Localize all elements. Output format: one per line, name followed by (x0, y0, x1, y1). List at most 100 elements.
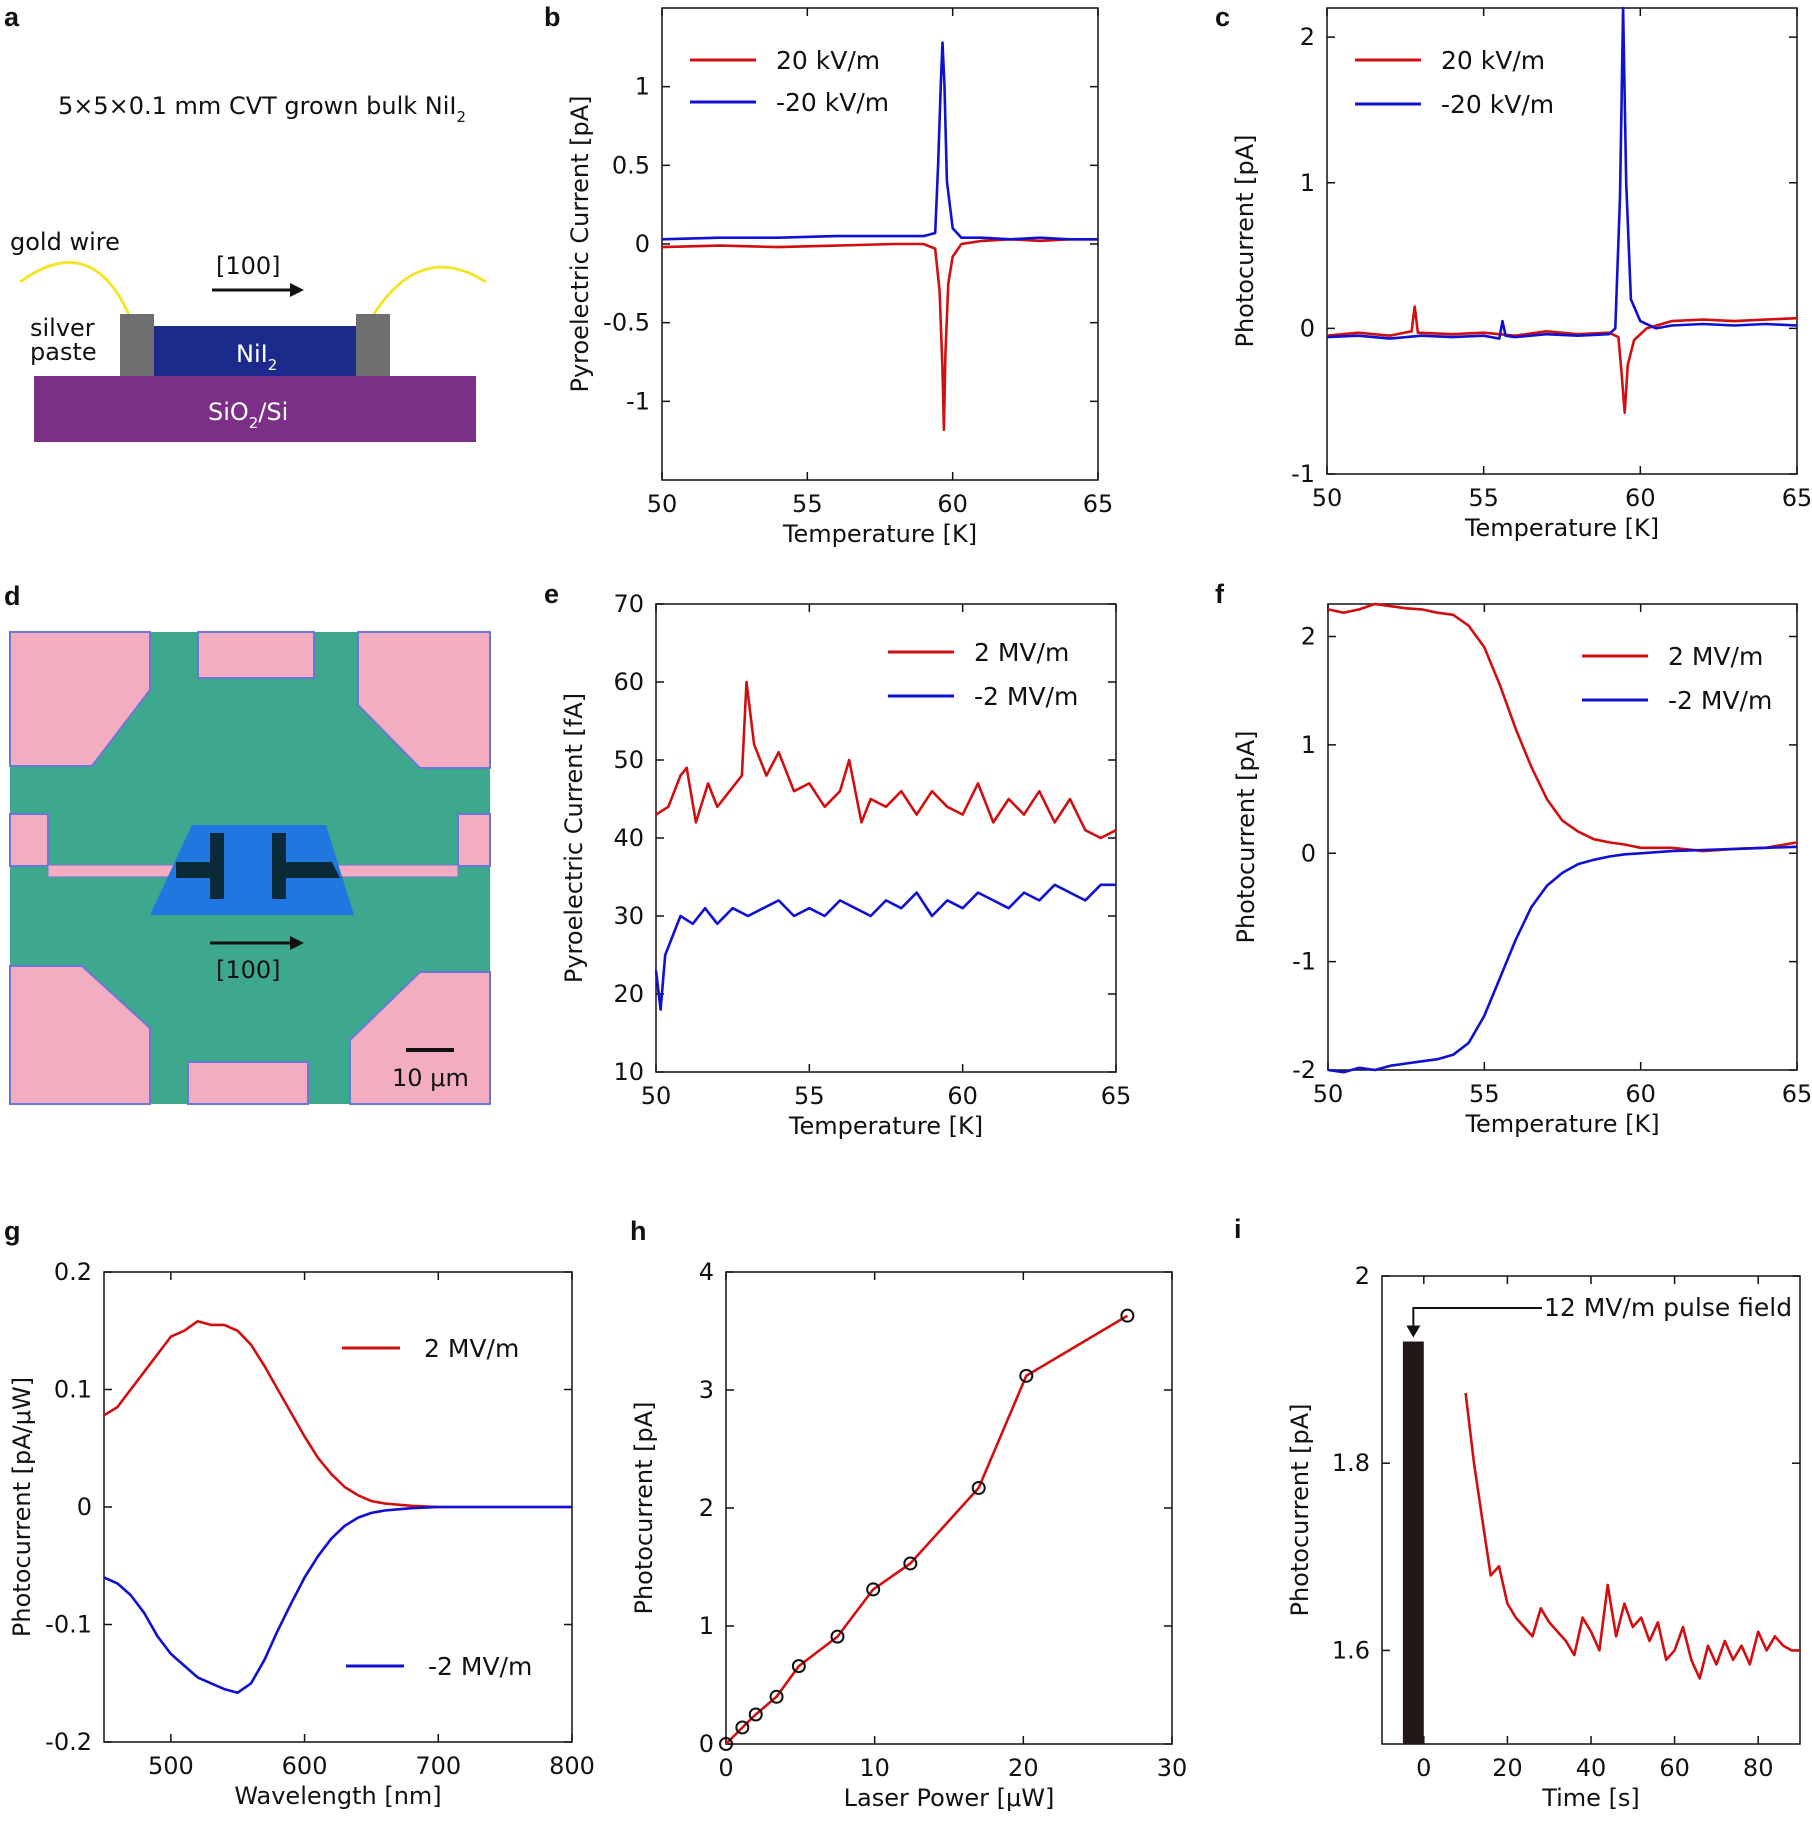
data-point-h (830, 1629, 845, 1644)
crystal-block (154, 326, 356, 376)
chart-e: 50 55 60 65 10 20 30 40 50 60 70 Temperature [K] Pyr… (560, 590, 1131, 1140)
legend-label-g-1: -2 MV/m (428, 1652, 532, 1681)
contact-pad-bottom (187, 1061, 309, 1105)
contact-right (356, 314, 390, 376)
substrate-label: SiO2/Si (208, 398, 288, 432)
series-line-f-0 (1327, 602, 1798, 853)
x-tick-label-c: 55 (1468, 484, 1499, 512)
electrode-left-arm (176, 862, 210, 878)
contact-pad-top-right (357, 631, 491, 769)
chart-b: 50 55 60 65 -1 -0.5 0 0.5 1 Temperature [K] Pyroel… (566, 7, 1113, 548)
substrate-block (34, 376, 476, 442)
x-axis-label-e: Temperature [K] (788, 1112, 983, 1140)
y-tick-label-h: 3 (699, 1376, 714, 1404)
panel-label-d: d (4, 581, 21, 611)
x-tick-label-f: 50 (1313, 1080, 1344, 1108)
y-tick-label-h: 1 (699, 1612, 714, 1640)
data-point-h (735, 1720, 750, 1735)
data-point-h (903, 1556, 918, 1571)
chart-f: 50 55 60 65 -2 -1 0 1 2 Temperature [K] Photocurre… (1232, 602, 1812, 1138)
x-tick-label-e: 65 (1101, 1082, 1132, 1110)
gold-wire-label: gold wire (10, 228, 120, 256)
series-line-g-0 (103, 1320, 572, 1509)
contact-pad-top-left (9, 631, 151, 767)
y-tick-label-b: -0.5 (603, 309, 650, 337)
x-tick-label-e: 60 (947, 1082, 978, 1110)
series-line-c-1 (1326, 6, 1798, 340)
series-line-f-1 (1327, 845, 1798, 1074)
x-tick-label-i: 60 (1659, 1754, 1690, 1782)
y-tick-label-e: 60 (613, 668, 644, 696)
y-tick-label-b: 1 (635, 73, 650, 101)
gold-wire-right (370, 265, 487, 318)
x-tick-label-f: 60 (1625, 1080, 1656, 1108)
y-tick-label-f: 0 (1301, 839, 1316, 867)
y-tick-label-i: 2 (1355, 1262, 1370, 1290)
series-line-b-0 (661, 238, 1098, 432)
data-point-h (866, 1582, 881, 1597)
y-tick-label-e: 50 (613, 746, 644, 774)
y-axis-label-f: Photocurrent [pA] (1232, 730, 1260, 943)
series-line-b-1 (661, 41, 1098, 241)
y-tick-label-g: 0.2 (54, 1258, 92, 1286)
y-tick-label-f: 1 (1301, 731, 1316, 759)
pulse-annotation: 12 MV/m pulse field (1544, 1293, 1792, 1322)
y-tick-label-i: 1.6 (1332, 1636, 1370, 1664)
pulse-bar (1402, 1341, 1424, 1744)
legend-label-g-0: 2 MV/m (424, 1334, 519, 1363)
x-axis-label-c: Temperature [K] (1464, 514, 1659, 542)
y-tick-label-i: 1.8 (1332, 1449, 1370, 1477)
contact-left (120, 314, 154, 376)
x-tick-label-g: 700 (415, 1752, 461, 1780)
y-axis-label-c: Photocurrent [pA] (1231, 134, 1259, 347)
x-axis-label-h: Laser Power [μW] (844, 1784, 1055, 1812)
x-tick-label-f: 65 (1782, 1080, 1812, 1108)
x-tick-label-g: 600 (282, 1752, 328, 1780)
y-tick-label-g: -0.2 (45, 1728, 92, 1756)
x-axis-label-b: Temperature [K] (782, 520, 977, 548)
x-tick-label-h: 20 (1008, 1754, 1039, 1782)
series-line-e-0 (655, 680, 1117, 840)
x-tick-label-g: 800 (549, 1752, 595, 1780)
chart-i: 0 20 40 60 80 1.6 1.8 2 Time [s] Photocurrent [pA… (1286, 1262, 1801, 1812)
electrode-right-bar (272, 833, 286, 899)
x-axis-label-i: Time [s] (1541, 1784, 1640, 1812)
panel-label-c: c (1215, 2, 1230, 32)
x-tick-label-c: 60 (1625, 484, 1656, 512)
y-tick-label-f: 2 (1301, 623, 1316, 651)
pulse-annotation-arrow (1412, 1307, 1542, 1332)
y-tick-label-f: -1 (1292, 948, 1316, 976)
crystal-label: NiI2 (236, 340, 277, 374)
panel-label-f: f (1215, 579, 1225, 609)
pulse-arrow-icon (1406, 1325, 1421, 1338)
direction-label: [100] (216, 252, 281, 280)
x-tick-label-e: 55 (794, 1082, 825, 1110)
x-tick-label-i: 80 (1743, 1754, 1774, 1782)
optical-micrograph: [100] 10 μm (9, 631, 491, 1105)
contact-pad-bottom-right (349, 971, 491, 1105)
data-point-h (769, 1689, 784, 1704)
data-point-h (748, 1707, 763, 1722)
contact-pad-top (197, 631, 315, 679)
x-tick-label-c: 50 (1312, 484, 1343, 512)
y-tick-label-g: 0.1 (54, 1376, 92, 1404)
data-point-h (971, 1480, 986, 1495)
x-axis-label-g: Wavelength [nm] (234, 1782, 441, 1810)
legend-label-b-1: -20 kV/m (776, 88, 889, 117)
legend-label-f-0: 2 MV/m (1668, 642, 1763, 671)
chart-g: 500 600 700 800 -0.2 -0.1 0 0.1 0.2 Wavelength [n… (8, 1258, 595, 1810)
chart-c: 50 55 60 65 -1 0 1 2 Temperature [K] Photocurrent… (1231, 6, 1812, 542)
data-point-h (1019, 1368, 1034, 1383)
y-axis-label-g: Photocurrent [pA/μW] (8, 1377, 36, 1637)
y-tick-label-g: 0 (77, 1493, 92, 1521)
y-tick-label-b: 0.5 (612, 151, 650, 179)
x-tick-label-c: 65 (1782, 484, 1812, 512)
contact-pad-left (9, 813, 49, 867)
legend-label-f-1: -2 MV/m (1668, 686, 1772, 715)
x-tick-label-h: 10 (859, 1754, 890, 1782)
plot-area-f (1327, 603, 1798, 1071)
legend-label-e-1: -2 MV/m (974, 682, 1078, 711)
y-tick-label-e: 40 (613, 824, 644, 852)
data-point-h (1120, 1308, 1135, 1323)
y-tick-label-e: 10 (613, 1058, 644, 1086)
